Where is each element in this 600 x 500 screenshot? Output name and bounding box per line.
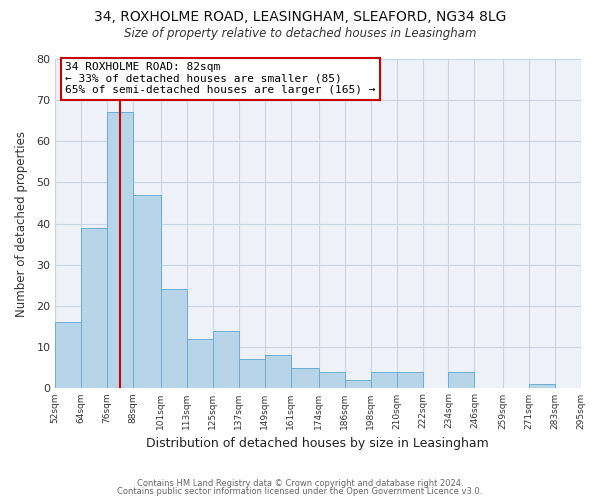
Bar <box>133 195 161 388</box>
Bar <box>265 355 290 388</box>
Text: 34, ROXHOLME ROAD, LEASINGHAM, SLEAFORD, NG34 8LG: 34, ROXHOLME ROAD, LEASINGHAM, SLEAFORD,… <box>94 10 506 24</box>
Bar <box>344 380 371 388</box>
Text: Size of property relative to detached houses in Leasingham: Size of property relative to detached ho… <box>124 28 476 40</box>
X-axis label: Distribution of detached houses by size in Leasingham: Distribution of detached houses by size … <box>146 437 489 450</box>
Bar <box>290 368 319 388</box>
Bar <box>319 372 344 388</box>
Bar <box>239 360 265 388</box>
Bar <box>161 290 187 388</box>
Bar <box>212 330 239 388</box>
Bar <box>371 372 397 388</box>
Bar <box>55 322 80 388</box>
Bar <box>80 228 107 388</box>
Bar <box>448 372 475 388</box>
Bar <box>187 339 212 388</box>
Text: 34 ROXHOLME ROAD: 82sqm
← 33% of detached houses are smaller (85)
65% of semi-de: 34 ROXHOLME ROAD: 82sqm ← 33% of detache… <box>65 62 376 96</box>
Bar <box>397 372 422 388</box>
Y-axis label: Number of detached properties: Number of detached properties <box>15 130 28 316</box>
Bar <box>529 384 554 388</box>
Bar <box>107 112 133 388</box>
Text: Contains HM Land Registry data © Crown copyright and database right 2024.: Contains HM Land Registry data © Crown c… <box>137 478 463 488</box>
Text: Contains public sector information licensed under the Open Government Licence v3: Contains public sector information licen… <box>118 487 482 496</box>
